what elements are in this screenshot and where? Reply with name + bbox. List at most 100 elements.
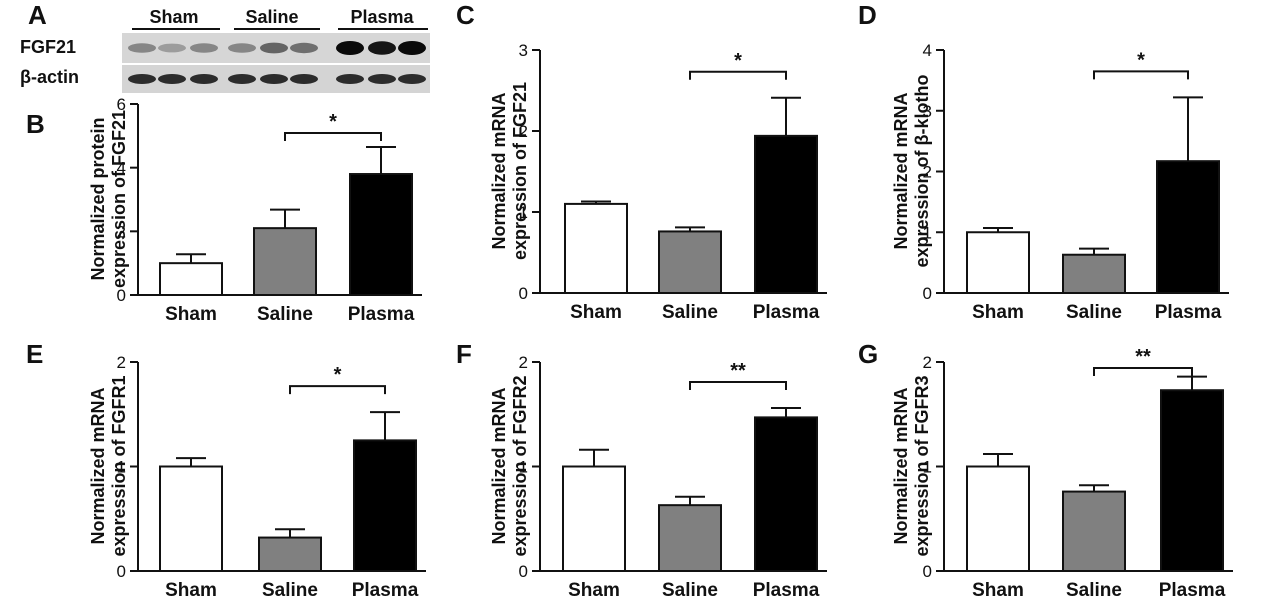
y-tick-label: 1: [923, 458, 932, 477]
y-axis-label-line: expression of FGFR1: [109, 375, 129, 556]
y-tick-label: 6: [117, 95, 126, 114]
bar-sham: [562, 465, 626, 572]
chart-panel-f: F Normalized mRNAexpression of FGFR2 0 1 2 Sh…: [456, 339, 827, 600]
bar-charts: B Normalized proteinexpression of FGF2102…: [26, 0, 1233, 600]
blot-row-label-beta-actin: β-actin: [20, 67, 79, 87]
y-tick-label: 3: [519, 41, 528, 60]
y-axis-label-line: expression of FGF21: [510, 82, 530, 260]
panel-letter-c: C: [456, 0, 475, 30]
bar-sham: [159, 262, 223, 296]
bar-plasma: [353, 439, 417, 572]
panel-letter-e: E: [26, 339, 43, 369]
y-axis-label-e: Normalized mRNAexpression of FGFR1: [88, 375, 129, 556]
category-label: Plasma: [1159, 580, 1226, 600]
significance-label: *: [734, 50, 742, 72]
y-axis-label-b: Normalized proteinexpression of FGF21: [88, 110, 129, 288]
category-label: Sham: [972, 302, 1024, 323]
y-axis-label-c: Normalized mRNAexpression of FGF21: [489, 82, 530, 260]
blot-band: [398, 41, 426, 55]
y-axis-label-line: Normalized mRNA: [88, 387, 108, 544]
blot-band: [228, 74, 256, 84]
y-tick-label: 2: [117, 353, 126, 372]
panel-letter-b: B: [26, 109, 45, 139]
y-tick-label: 1: [117, 458, 126, 477]
category-label: Saline: [262, 580, 318, 600]
significance-label: *: [329, 111, 337, 133]
category-label: Sham: [570, 302, 622, 323]
blot-band: [190, 74, 218, 84]
significance-label: **: [730, 360, 746, 382]
panel-letter-f: F: [456, 339, 472, 369]
blot-band: [128, 74, 156, 84]
blot-band: [368, 74, 396, 84]
category-label: Plasma: [753, 580, 820, 600]
significance-label: *: [1137, 49, 1145, 71]
chart-panel-g: G Normalized mRNAexpression of FGFR3 0 1 2 Sh…: [858, 339, 1233, 600]
blot-band: [336, 74, 364, 84]
bar-saline: [1062, 490, 1126, 572]
category-label: Sham: [568, 580, 620, 600]
significance-bracket: [689, 70, 787, 80]
y-axis-label-line: expression of β-klotho: [912, 74, 932, 267]
y-tick-label: 2: [923, 353, 932, 372]
y-axis-label-g: Normalized mRNAexpression of FGFR3: [891, 375, 932, 556]
blot-band: [190, 43, 218, 53]
bar-saline: [253, 227, 317, 296]
blot-band: [290, 42, 318, 54]
bar-sham: [159, 465, 223, 572]
blot-band: [260, 42, 288, 54]
category-label: Sham: [972, 580, 1024, 600]
blot-band: [368, 41, 396, 55]
y-axis-label-line: Normalized mRNA: [489, 387, 509, 544]
blot-band: [128, 43, 156, 53]
blot-band: [228, 43, 256, 53]
bar-saline: [1062, 253, 1126, 294]
y-tick-label: 2: [923, 163, 932, 182]
y-tick-label: 4: [117, 159, 126, 178]
bar-plasma: [349, 173, 413, 297]
y-axis-label-f: Normalized mRNAexpression of FGFR2: [489, 375, 530, 556]
y-tick-label: 2: [117, 222, 126, 241]
category-label: Saline: [662, 302, 718, 323]
y-axis-label-line: Normalized protein: [88, 117, 108, 280]
category-label: Sham: [165, 304, 217, 325]
bar-sham: [966, 231, 1030, 294]
blot-group-label-saline: Saline: [245, 7, 298, 27]
blot-band: [158, 43, 186, 53]
category-label: Saline: [1066, 580, 1122, 600]
bar-plasma: [754, 416, 818, 573]
y-tick-label: 0: [117, 286, 126, 305]
blot-band: [290, 74, 318, 84]
blot-band: [158, 74, 186, 84]
chart-panel-e: E Normalized mRNAexpression of FGFR1 0 1 2 Sh…: [26, 339, 426, 600]
blot-band: [336, 41, 364, 55]
significance-bracket: [284, 132, 382, 141]
y-tick-label: 1: [923, 223, 932, 242]
y-tick-label: 4: [923, 41, 932, 60]
panel-letter-a: A: [28, 0, 47, 30]
category-label: Plasma: [348, 304, 415, 325]
y-axis-label-d: Normalized mRNAexpression of β-klotho: [891, 74, 932, 267]
bar-saline: [658, 504, 722, 573]
y-tick-label: 1: [519, 203, 528, 222]
category-label: Saline: [1066, 302, 1122, 323]
y-tick-label: 0: [519, 284, 528, 303]
y-tick-label: 0: [923, 562, 932, 581]
bar-sham: [966, 465, 1030, 572]
category-label: Saline: [662, 580, 718, 600]
blot-group-label-plasma: Plasma: [350, 7, 414, 27]
y-axis-label-line: expression of FGF21: [109, 110, 129, 288]
western-blot-panel: A Sham Saline Plasma FGF21 β-actin: [20, 0, 430, 93]
category-label: Plasma: [352, 580, 419, 600]
y-tick-label: 0: [117, 562, 126, 581]
y-tick-label: 0: [519, 562, 528, 581]
blot-row-label-fgf21: FGF21: [20, 37, 76, 57]
significance-label: **: [1135, 346, 1151, 368]
category-label: Plasma: [1155, 302, 1222, 323]
chart-panel-d: D Normalized mRNAexpression of β-klotho 0 1…: [858, 0, 1229, 323]
y-axis-label-line: Normalized mRNA: [891, 387, 911, 544]
blot-group-label-sham: Sham: [149, 7, 198, 27]
category-label: Sham: [165, 580, 217, 600]
